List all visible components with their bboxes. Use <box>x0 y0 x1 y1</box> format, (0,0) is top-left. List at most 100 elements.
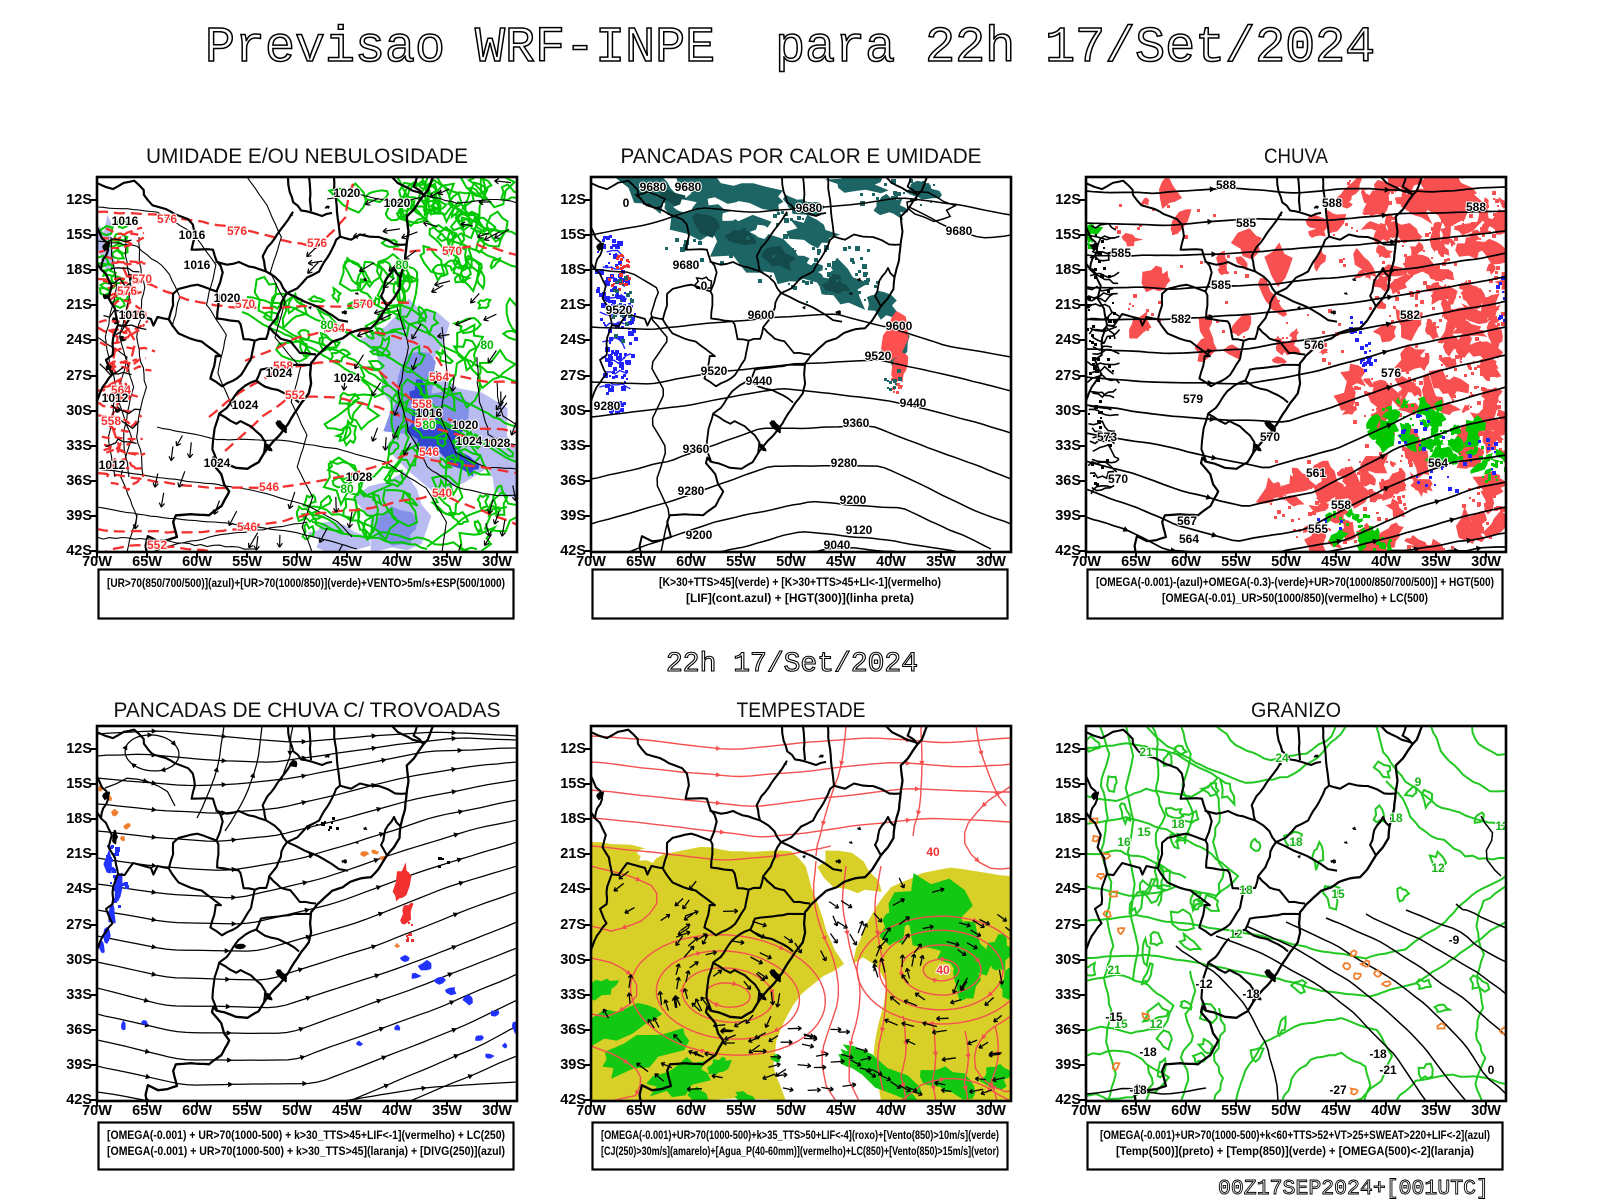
svg-text:-18: -18 <box>1139 1045 1157 1059</box>
svg-text:1012: 1012 <box>102 391 129 405</box>
svg-text:9440: 9440 <box>900 396 927 410</box>
svg-text:1020: 1020 <box>384 196 411 210</box>
svg-text:-15: -15 <box>1105 1010 1123 1024</box>
svg-text:[OMEGA(-0.001)-(azul)+OMEGA(-0: [OMEGA(-0.001)-(azul)+OMEGA(-0.3)-(verde… <box>1096 575 1494 589</box>
svg-text:558: 558 <box>412 397 432 411</box>
svg-text:1016: 1016 <box>119 308 146 322</box>
svg-text:546: 546 <box>419 445 439 459</box>
svg-text:582: 582 <box>1400 308 1420 322</box>
svg-text:18: 18 <box>1239 883 1253 897</box>
svg-text:558: 558 <box>101 414 121 428</box>
svg-text:0: 0 <box>1488 1063 1495 1077</box>
svg-text:564: 564 <box>1179 532 1199 546</box>
svg-text:570: 570 <box>127 308 147 322</box>
svg-text:555: 555 <box>1308 522 1328 536</box>
svg-text:-27: -27 <box>1329 1083 1347 1097</box>
svg-text:80: 80 <box>395 258 409 272</box>
svg-text:585: 585 <box>1111 246 1131 260</box>
svg-text:9520: 9520 <box>701 364 728 378</box>
svg-text:9440: 9440 <box>746 374 773 388</box>
svg-text:570: 570 <box>1260 430 1280 444</box>
svg-text:[LIF](cont.azul) + [HGT(300)](: [LIF](cont.azul) + [HGT(300)](linha pret… <box>686 591 914 605</box>
svg-text:80: 80 <box>340 482 354 496</box>
svg-text:9680: 9680 <box>675 180 702 194</box>
svg-text:[OMEGA(-0.01)_UR>50(1000/850)(: [OMEGA(-0.01)_UR>50(1000/850)(vermelho) … <box>1162 591 1428 605</box>
svg-text:9040: 9040 <box>824 538 851 552</box>
svg-text:[OMEGA(-0.001)+UR>70(1000-500): [OMEGA(-0.001)+UR>70(1000-500)+k>35_TTS>… <box>601 1128 999 1142</box>
svg-text:CHUVA: CHUVA <box>1264 145 1329 168</box>
svg-text:588: 588 <box>1322 196 1342 210</box>
svg-text:1012: 1012 <box>99 458 126 472</box>
svg-text:9520: 9520 <box>865 349 892 363</box>
svg-text:80: 80 <box>422 418 436 432</box>
svg-text:12: 12 <box>1431 861 1445 875</box>
svg-text:9520: 9520 <box>606 303 633 317</box>
svg-text:9: 9 <box>1415 775 1422 789</box>
svg-text:15: 15 <box>1331 887 1345 901</box>
svg-text:540: 540 <box>432 486 452 500</box>
svg-text:588: 588 <box>1466 200 1486 214</box>
svg-text:9120: 9120 <box>846 523 873 537</box>
svg-text:-12: -12 <box>1195 977 1213 991</box>
svg-text:576: 576 <box>157 212 177 226</box>
svg-text:18: 18 <box>1389 811 1403 825</box>
svg-text:0: 0 <box>701 279 708 293</box>
svg-text:558: 558 <box>1331 498 1351 512</box>
svg-text:9200: 9200 <box>686 528 713 542</box>
svg-text:21: 21 <box>1139 745 1153 759</box>
svg-text:-21: -21 <box>1379 1063 1397 1077</box>
svg-text:558: 558 <box>273 359 293 373</box>
svg-text:552: 552 <box>285 388 305 402</box>
svg-text:570: 570 <box>1108 472 1128 486</box>
svg-text:24: 24 <box>1275 751 1289 765</box>
svg-text:15: 15 <box>1137 825 1151 839</box>
svg-text:18: 18 <box>1289 835 1303 849</box>
svg-text:-18: -18 <box>1369 1047 1387 1061</box>
svg-text:40: 40 <box>926 845 940 859</box>
svg-text:585: 585 <box>1236 216 1256 230</box>
svg-text:Previsao WRF-INPE para 22h 17: Previsao WRF-INPE para 22h 17/Set/2024 <box>205 20 1375 77</box>
svg-text:9680: 9680 <box>673 258 700 272</box>
svg-text:1016: 1016 <box>179 228 206 242</box>
svg-text:573: 573 <box>1097 430 1117 444</box>
svg-text:1016: 1016 <box>112 214 139 228</box>
svg-text:PANCADAS DE CHUVA C/ TROVOADAS: PANCADAS DE CHUVA C/ TROVOADAS <box>114 698 501 722</box>
svg-text:22h 17/Set/2024: 22h 17/Set/2024 <box>666 649 918 680</box>
svg-text:1020: 1020 <box>214 291 241 305</box>
svg-text:9600: 9600 <box>886 319 913 333</box>
svg-text:-18: -18 <box>1129 1083 1147 1097</box>
svg-text:9280: 9280 <box>594 399 621 413</box>
svg-text:UMIDADE E/OU NEBULOSIDADE: UMIDADE E/OU NEBULOSIDADE <box>146 145 468 168</box>
svg-text:18: 18 <box>1171 817 1185 831</box>
svg-text:9280: 9280 <box>831 456 858 470</box>
svg-text:570: 570 <box>353 297 373 311</box>
svg-text:21: 21 <box>1107 963 1121 977</box>
svg-text:15: 15 <box>1114 1017 1128 1031</box>
svg-text:[K>30+TTS>45](verde) + [K>30+T: [K>30+TTS>45](verde) + [K>30+TTS>45+LI<-… <box>659 575 941 589</box>
svg-text:585: 585 <box>1211 278 1231 292</box>
svg-text:576: 576 <box>1381 366 1401 380</box>
svg-text:1024: 1024 <box>456 434 483 448</box>
svg-text:9280: 9280 <box>678 484 705 498</box>
svg-text:40: 40 <box>936 963 950 977</box>
svg-text:1016: 1016 <box>184 258 211 272</box>
svg-text:579: 579 <box>1183 392 1203 406</box>
svg-text:00Z17SEP2024+[001UTC]: 00Z17SEP2024+[001UTC] <box>1218 1177 1489 1200</box>
svg-text:1028: 1028 <box>346 470 373 484</box>
svg-text:80: 80 <box>320 318 334 332</box>
svg-text:9680: 9680 <box>640 180 667 194</box>
svg-text:1024: 1024 <box>334 371 361 385</box>
svg-text:[CJ(250)>30m/s](amarelo)+[Agua: [CJ(250)>30m/s](amarelo)+[Agua_P(40-60mm… <box>601 1144 999 1158</box>
svg-text:9680: 9680 <box>946 224 973 238</box>
svg-text:1028: 1028 <box>484 436 511 450</box>
svg-text:-9: -9 <box>1449 933 1460 947</box>
svg-text:576: 576 <box>307 236 327 250</box>
svg-text:GRANIZO: GRANIZO <box>1251 698 1341 722</box>
svg-text:1024: 1024 <box>204 456 231 470</box>
svg-text:552: 552 <box>415 416 435 430</box>
svg-text:9680: 9680 <box>796 201 823 215</box>
svg-text:9600: 9600 <box>748 308 775 322</box>
svg-text:564: 564 <box>111 383 131 397</box>
svg-text:588: 588 <box>1216 178 1236 192</box>
svg-text:12: 12 <box>1495 819 1509 833</box>
